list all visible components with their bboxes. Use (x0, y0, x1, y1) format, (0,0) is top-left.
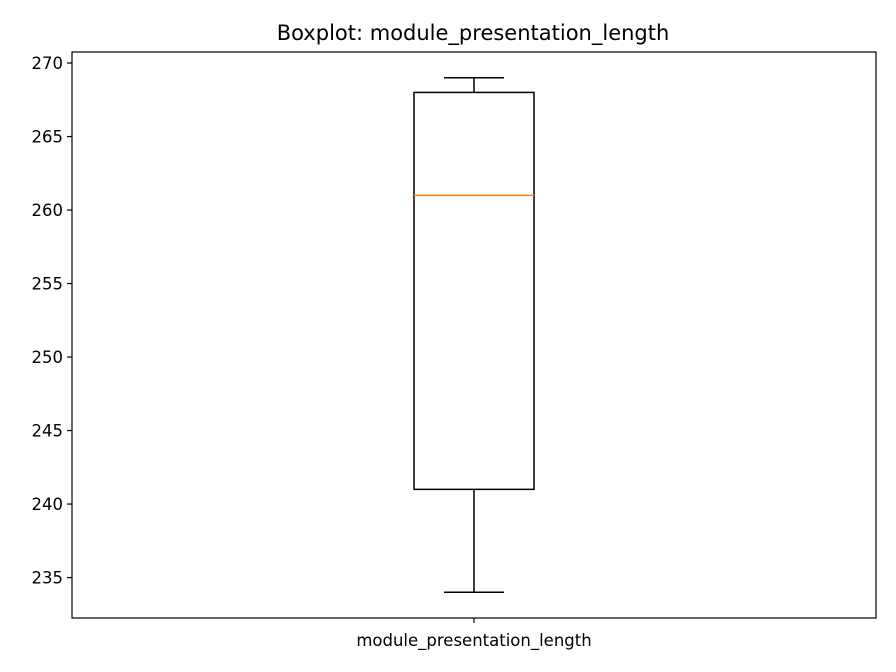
y-tick-label: 250 (32, 348, 64, 367)
y-tick-label: 235 (32, 569, 64, 588)
x-axis: module_presentation_length (356, 618, 592, 651)
y-tick-label: 265 (32, 128, 64, 147)
y-tick-label: 245 (32, 422, 64, 441)
y-tick-label: 240 (32, 495, 64, 514)
chart-title: Boxplot: module_presentation_length (277, 21, 670, 46)
y-axis: 235 240 245 250 255 260 265 270 (32, 54, 72, 588)
iqr-box (413, 91, 535, 491)
x-category-label: module_presentation_length (356, 631, 591, 651)
y-tick-label: 270 (32, 54, 64, 73)
box-series (413, 76, 535, 594)
y-tick-label: 255 (32, 275, 64, 294)
y-tick-label: 260 (32, 201, 64, 220)
